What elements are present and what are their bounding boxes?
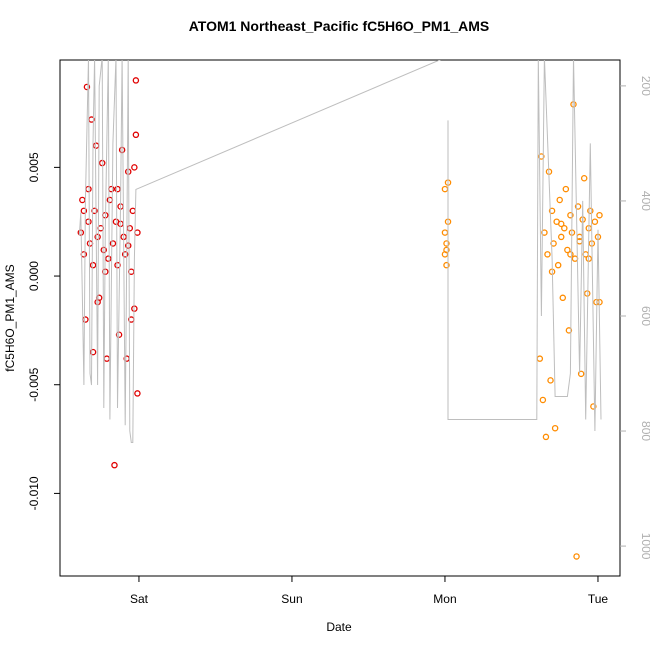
y-tick-label: -0.005: [27, 367, 41, 401]
data-point: [561, 224, 568, 232]
data-point: [590, 403, 597, 410]
x-tick-label: Tue: [588, 592, 609, 606]
data-point: [551, 424, 559, 432]
x-tick-label: Sat: [130, 592, 149, 606]
y-tick-label: -0.010: [27, 476, 41, 510]
data-point: [443, 261, 450, 269]
data-point: [591, 218, 599, 225]
chart-title: ATOM1 Northeast_Pacific fC5H6O_PM1_AMS: [189, 18, 490, 34]
data-point: [554, 261, 562, 269]
data-point: [443, 246, 450, 254]
data-point: [564, 246, 571, 254]
y-axis-label: fC5H6O_PM1_AMS: [3, 264, 17, 371]
data-point: [100, 246, 108, 254]
data-point: [441, 185, 449, 193]
x-tick-label: Sun: [281, 592, 302, 606]
data-point: [548, 207, 556, 215]
data-point: [91, 207, 98, 215]
y-tick-label: 0.000: [27, 261, 41, 291]
data-point: [559, 294, 567, 302]
data-point: [544, 251, 551, 258]
data-point: [441, 229, 449, 236]
data-point: [556, 196, 563, 204]
data-point: [103, 355, 111, 362]
x-tick-label: Mon: [433, 592, 456, 606]
x-axis-label: Date: [326, 620, 352, 634]
data-point: [111, 461, 118, 469]
data-point: [86, 240, 94, 247]
data-point: [108, 185, 115, 193]
data-point: [577, 370, 585, 378]
data-point: [94, 233, 101, 241]
data-point: [574, 203, 582, 210]
data-point: [85, 218, 92, 225]
y2-tick-label: 1000: [639, 533, 650, 560]
data-point: [587, 207, 594, 215]
data-point: [541, 229, 548, 236]
data-point: [121, 251, 129, 258]
data-point: [596, 211, 603, 219]
data-point: [573, 553, 580, 560]
data-point: [92, 142, 100, 149]
y2-tick-label: 600: [639, 306, 650, 326]
data-point: [89, 261, 97, 269]
y2-tick-label: 800: [639, 421, 650, 441]
data-point: [565, 327, 573, 334]
data-point: [580, 174, 588, 182]
plot-frame: [59, 59, 621, 577]
data-point: [109, 240, 117, 247]
data-point: [118, 146, 126, 154]
data-point: [584, 290, 591, 297]
data-point: [134, 229, 141, 236]
y2-tick-label: 400: [639, 191, 650, 211]
data-point: [539, 396, 547, 404]
data-point: [542, 433, 550, 441]
data-point: [557, 233, 565, 241]
data-point: [538, 153, 545, 160]
data-point: [443, 240, 450, 247]
data-point: [106, 196, 114, 204]
data-point: [85, 185, 92, 193]
data-point: [83, 83, 91, 91]
data-point: [567, 251, 574, 258]
data-point: [80, 207, 88, 215]
data-point: [89, 348, 97, 356]
data-point: [126, 224, 134, 232]
data-point: [79, 196, 86, 204]
data-point: [567, 211, 574, 219]
data-point: [536, 355, 544, 362]
plot-area: [77, 60, 603, 560]
data-point: [550, 240, 557, 247]
y2-tick-label: 200: [639, 76, 650, 96]
data-point: [134, 390, 141, 397]
data-point: [562, 185, 570, 193]
data-point: [571, 255, 579, 262]
data-point: [131, 164, 138, 171]
pressure-line: [78, 60, 602, 443]
data-point: [114, 185, 121, 193]
data-point: [132, 131, 140, 139]
data-point: [129, 207, 137, 215]
data-point: [557, 220, 565, 228]
data-point: [547, 377, 554, 384]
data-point: [124, 242, 132, 249]
y-tick-label: 0.005: [27, 152, 41, 182]
data-point: [132, 77, 140, 84]
data-point: [105, 255, 112, 262]
data-point: [82, 316, 89, 323]
